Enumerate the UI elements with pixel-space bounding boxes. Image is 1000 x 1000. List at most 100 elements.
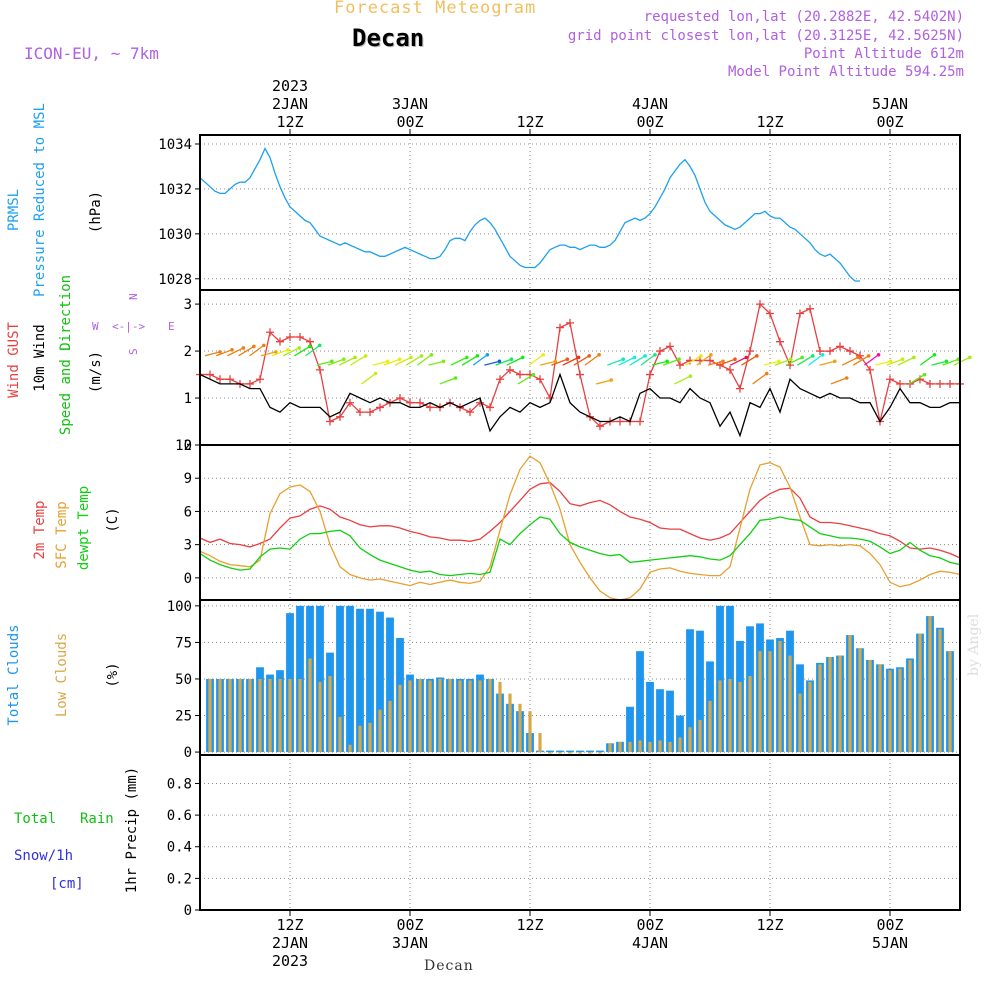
cloud-bar-low	[868, 659, 872, 753]
cloud-bar-total	[646, 681, 654, 753]
gust-marker	[516, 370, 524, 379]
series-line	[199, 516, 961, 577]
gust-marker	[896, 379, 904, 388]
compass-w: W	[92, 320, 99, 333]
wind-arrowhead	[653, 352, 657, 357]
gust-marker	[826, 347, 834, 356]
gust-marker	[316, 365, 324, 374]
gust-marker	[546, 394, 554, 403]
cloud-bar-low	[498, 681, 502, 753]
gust-marker	[756, 300, 764, 309]
wind-direction-arrow	[439, 377, 456, 385]
wind-arrowhead	[241, 346, 246, 350]
axis-label-clouds: (%)	[105, 662, 121, 687]
y-tick-label: 50	[175, 672, 192, 688]
cloud-bar-low	[908, 659, 912, 753]
wind-direction-arrow	[540, 360, 556, 366]
cloud-bar-low	[298, 678, 302, 753]
wind-arrowhead	[409, 355, 413, 360]
x-label-bottom: 2023	[272, 952, 308, 970]
cloud-bar-low	[748, 676, 752, 753]
wind-arrowhead	[441, 359, 446, 364]
wind-arrowhead	[429, 352, 434, 357]
cloud-bar-low	[318, 681, 322, 753]
wind-direction-arrow	[416, 354, 432, 366]
gust-marker	[376, 403, 384, 412]
wind-direction-arrow	[294, 345, 311, 357]
x-label-top: 5JAN	[872, 95, 908, 113]
cloud-bar-low	[328, 676, 332, 753]
wind-arrowhead	[632, 355, 637, 360]
wind-arrowhead	[531, 372, 536, 377]
gust-marker	[266, 328, 274, 337]
wind-arrowhead	[230, 348, 234, 352]
wind-arrowhead	[733, 357, 737, 362]
wind-direction-arrow	[830, 377, 847, 385]
gust-marker	[366, 408, 374, 417]
wind-direction-arrow	[663, 358, 680, 366]
wind-direction-arrow	[215, 349, 233, 357]
wind-direction-arrow	[450, 356, 468, 366]
wind-direction-arrow	[707, 360, 724, 366]
legend-total: Total	[14, 811, 56, 827]
y-tick-label: 1028	[158, 272, 192, 288]
gust-marker	[496, 375, 504, 384]
axis-label-temperature: dewpt Temp	[76, 486, 92, 570]
wind-direction-arrow	[484, 360, 500, 366]
wind-direction-arrow	[618, 356, 635, 366]
wind-arrowhead	[922, 372, 927, 377]
gust-marker	[656, 347, 664, 356]
wind-direction-arrow	[461, 355, 478, 366]
gust-marker	[646, 370, 654, 379]
x-label-top: 12Z	[516, 113, 543, 131]
wind-direction-arrow	[260, 351, 277, 357]
cloud-bar-low	[678, 737, 682, 753]
panel-frame	[199, 289, 961, 446]
wind-direction-arrow	[562, 356, 579, 366]
axis-label-temperature: 2m Temp	[32, 500, 48, 559]
wind-direction-arrow	[763, 360, 780, 366]
gust-marker	[836, 342, 844, 351]
y-tick-label: 3	[184, 297, 192, 313]
wind-arrowhead	[297, 346, 301, 350]
gust-marker	[866, 365, 874, 374]
cloud-bar-low	[718, 680, 722, 753]
wind-arrowhead	[385, 359, 390, 364]
cloud-bar-total	[636, 651, 644, 753]
wind-arrowhead	[709, 352, 713, 357]
gust-marker	[396, 394, 404, 403]
wind-direction-arrow	[338, 356, 356, 366]
gust-marker	[226, 375, 234, 384]
axis-label-wind: (m/s)	[88, 351, 104, 393]
wind-arrowhead	[866, 354, 871, 358]
axis-label-temperature: (C)	[105, 507, 121, 532]
wind-direction-arrow	[372, 360, 388, 366]
wind-direction-arrow	[282, 347, 300, 357]
wind-direction-arrow	[271, 349, 289, 357]
cloud-bar-low	[828, 657, 832, 753]
cloud-bar-low	[548, 752, 552, 754]
wind-arrowhead	[820, 352, 825, 357]
wind-arrowhead	[252, 344, 256, 349]
wind-arrowhead	[317, 343, 322, 348]
x-label-bottom: 12Z	[756, 916, 783, 934]
axis-label-pressure: PRMSL	[6, 189, 22, 231]
wind-direction-arrow	[919, 354, 935, 366]
x-label-bottom: 12Z	[276, 916, 303, 934]
gust-marker	[816, 347, 824, 356]
cloud-bar-low	[658, 740, 662, 753]
cloud-bar-low	[668, 741, 672, 753]
compass-arrows: <-|->	[112, 320, 145, 333]
y-tick-label: 0.2	[167, 871, 192, 887]
gust-marker	[466, 408, 474, 417]
cloud-bar-low	[248, 678, 252, 753]
wind-direction-arrow	[227, 347, 244, 357]
wind-arrowhead	[465, 355, 469, 360]
wind-direction-arrow	[327, 358, 345, 366]
cloud-bar-low	[528, 711, 532, 753]
wind-arrowhead	[967, 355, 972, 360]
cloud-bar-low	[948, 651, 952, 753]
cloud-bar-low	[488, 678, 492, 753]
wind-arrowhead	[665, 359, 669, 364]
series-line	[199, 372, 960, 438]
